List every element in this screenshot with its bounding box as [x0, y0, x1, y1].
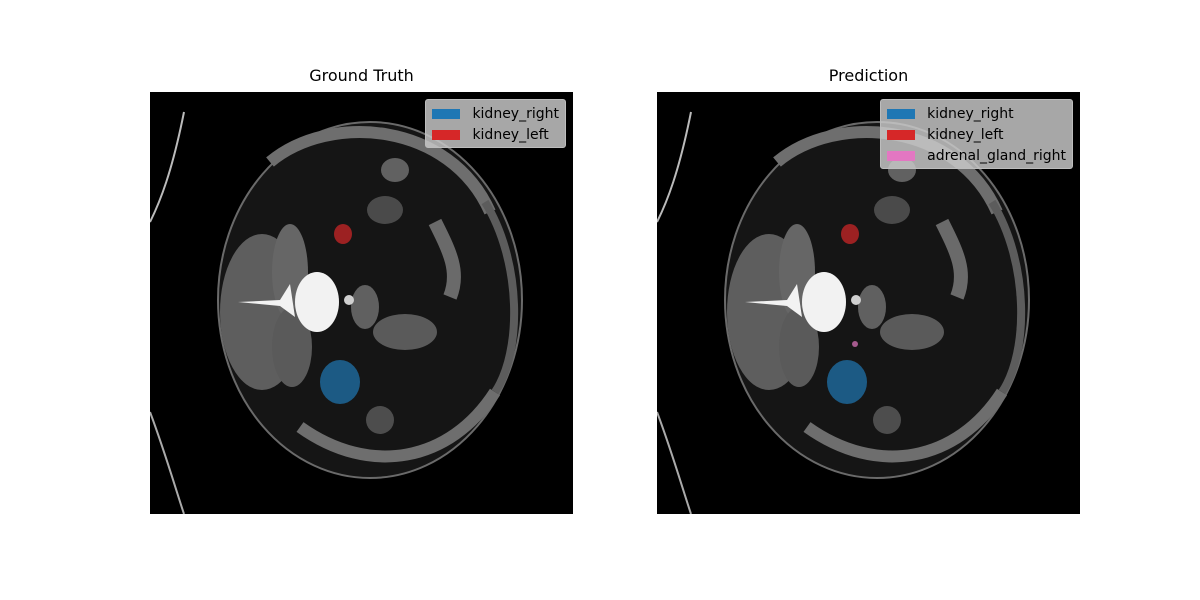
kidney-right-mask: [827, 360, 867, 404]
legend-item-adrenal-gland-right: adrenal_gland_right: [887, 145, 1066, 166]
legend-label: kidney_left: [927, 126, 1004, 143]
kidney-left-mask: [334, 224, 352, 244]
adrenal-gland-right-mask: [852, 341, 858, 347]
legend-swatch: [432, 129, 461, 140]
legend-item-kidney-right: kidney_right: [887, 103, 1066, 124]
ct-image: [150, 92, 573, 514]
legend-swatch: [887, 129, 916, 140]
legend-swatch: [432, 108, 461, 119]
legend-item-kidney-left: kidney_left: [432, 124, 559, 145]
legend-swatch: [887, 150, 916, 161]
legend-label: adrenal_gland_right: [927, 147, 1066, 164]
legend-item-kidney-right: kidney_right: [432, 103, 559, 124]
panel-ground-truth: Ground Truth kidney_right: [150, 0, 573, 600]
legend: kidney_right kidney_left: [425, 99, 566, 148]
kidney-right-mask: [320, 360, 360, 404]
legend-item-kidney-left: kidney_left: [887, 124, 1066, 145]
panel-title: Prediction: [828, 66, 909, 85]
ct-scan-ground-truth: [150, 92, 573, 514]
legend-label: kidney_left: [472, 126, 549, 143]
legend-label: kidney_right: [927, 105, 1014, 122]
legend-swatch: [887, 108, 916, 119]
panel-prediction: Prediction kidney_right k: [657, 0, 1080, 600]
legend: kidney_right kidney_left adrenal_gland_r…: [880, 99, 1073, 169]
kidney-left-mask: [841, 224, 859, 244]
legend-label: kidney_right: [472, 105, 559, 122]
panel-title: Ground Truth: [309, 66, 414, 85]
